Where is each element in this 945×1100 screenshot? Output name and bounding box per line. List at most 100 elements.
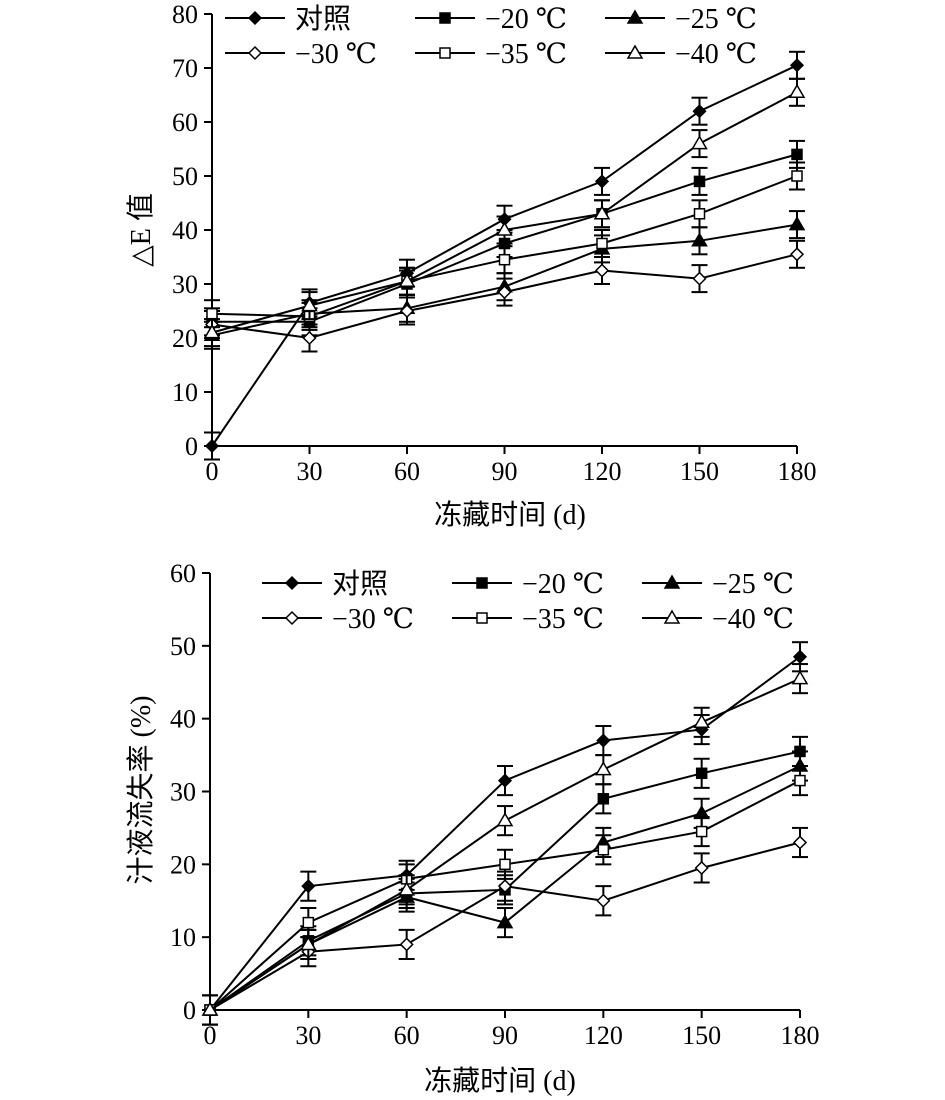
y-tick-label: 60 [170,559,196,588]
data-point [206,307,218,320]
y-tick-label: 50 [170,632,196,661]
legend-item: 对照 [225,3,351,35]
data-point [302,916,315,929]
legend-label: −25 ℃ [712,569,794,600]
y-axis-label: 汁液流失率 (%) [125,696,157,885]
legend-item: −30 ℃ [225,39,377,70]
x-tick-label: 120 [583,457,622,486]
y-tick-label: 0 [185,432,198,461]
legend-marker [476,612,488,624]
data-point [691,135,708,150]
legend-label: 对照 [295,3,351,35]
legend-item: −20 ℃ [415,4,567,35]
legend-item: −25 ℃ [605,4,757,35]
legend-label: −20 ℃ [485,4,567,35]
legend-item: −40 ℃ [642,604,794,635]
data-point [301,879,316,894]
legend-label: −30 ℃ [332,604,414,635]
legend-marker [439,12,451,24]
legend-item: −25 ℃ [642,569,794,600]
data-point [693,208,706,220]
x-tick-label: 180 [781,1021,820,1050]
data-point [791,670,809,685]
data-point [496,812,514,827]
y-tick-label: 40 [170,705,196,734]
series-6 [203,77,806,348]
data-point [792,835,808,850]
y-tick-label: 10 [170,923,196,952]
legend-label: −40 ℃ [675,39,757,70]
legend-label: −35 ℃ [485,39,567,70]
data-point [300,935,317,951]
series-6 [201,663,809,1026]
y-tick-label: 20 [170,850,196,879]
data-point [595,761,612,776]
data-point [201,1001,219,1016]
x-axis-label: 冻藏时间 (d) [434,499,586,531]
data-point [398,272,416,288]
y-tick-label: 0 [183,996,196,1025]
data-point [788,216,806,231]
y-tick-label: 40 [172,216,198,245]
data-point [693,713,710,729]
x-tick-label: 90 [492,1021,518,1050]
x-axis-label: 冻藏时间 (d) [424,1065,576,1097]
legend-label: −20 ℃ [522,569,604,600]
legend-item: −20 ℃ [452,569,604,600]
x-tick-label: 60 [394,457,420,486]
legend-marker [284,610,300,626]
series-line [209,677,801,1011]
x-tick-label: 60 [394,1021,420,1050]
data-point [496,914,514,929]
legend-item: 对照 [262,568,388,600]
data-point [596,237,608,250]
legend-marker [439,47,451,59]
data-point [695,825,708,838]
y-tick-label: 30 [172,270,198,299]
x-tick-label: 30 [295,1021,321,1050]
legend-label: −35 ℃ [522,604,604,635]
data-point [594,263,610,278]
x-tick-label: 30 [297,457,323,486]
data-point [203,324,221,339]
y-tick-label: 30 [170,778,196,807]
data-point [694,860,709,876]
y-tick-label: 70 [172,54,198,83]
legend-item: −40 ℃ [605,39,757,70]
x-tick-label: 180 [778,457,817,486]
x-tick-label: 0 [204,1021,217,1050]
y-axis-label: △E 值 [125,193,157,267]
x-tick-label: 150 [680,457,719,486]
legend-marker [476,577,488,589]
data-point [789,58,805,73]
data-point [399,937,414,952]
data-point [597,844,610,856]
legend-label: 对照 [332,568,388,600]
data-point [497,773,513,788]
data-point [692,104,707,119]
x-tick-label: 0 [206,457,219,486]
legend-marker [626,44,644,59]
data-point [792,649,808,664]
legend-label: −40 ℃ [712,604,794,635]
legend-marker [247,10,263,26]
legend-marker [284,575,300,591]
x-tick-label: 150 [682,1021,721,1050]
legend-label: −25 ℃ [675,4,757,35]
y-tick-label: 60 [172,108,198,137]
y-tick-label: 80 [172,0,198,29]
data-point [791,148,803,161]
data-point [788,83,806,99]
data-point [398,881,415,896]
data-point [593,205,611,220]
chart-1: 0 10 20 30 40 50 60 70 80 0 30 60 90 120 150 180 冻藏时间 (d… [125,0,817,531]
data-point [791,170,803,182]
data-point [399,303,415,319]
data-point [204,438,220,454]
data-point [302,330,317,346]
data-point [596,733,611,748]
data-point [497,285,512,300]
y-tick-label: 20 [172,324,198,353]
legend-marker [626,9,644,24]
